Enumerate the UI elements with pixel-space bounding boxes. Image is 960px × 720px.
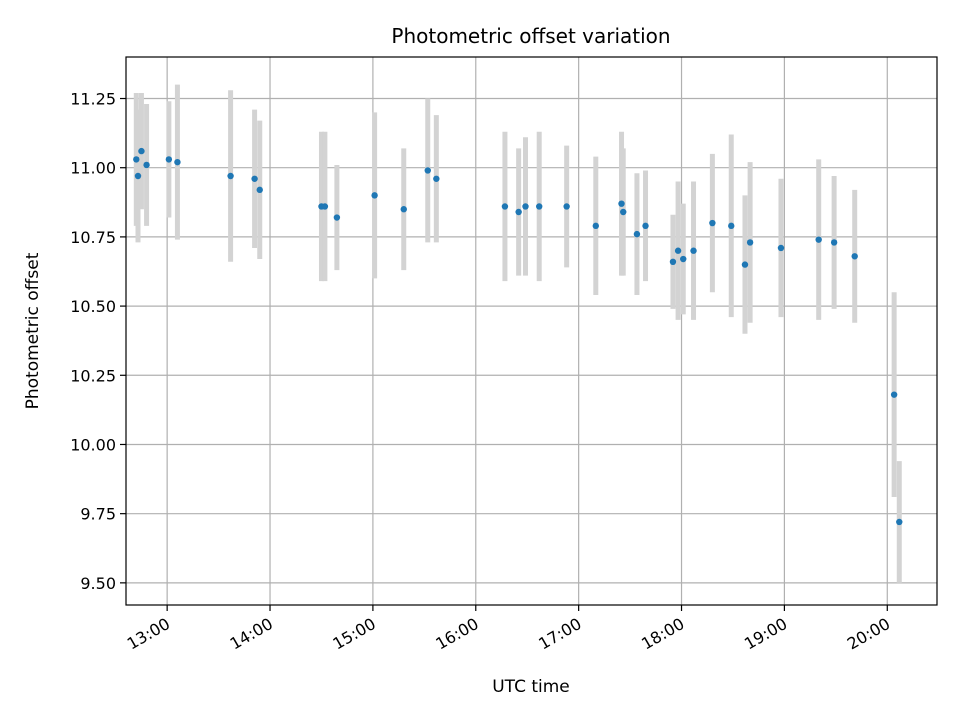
data-point: [563, 203, 570, 210]
data-point: [633, 230, 641, 238]
data-point: [522, 203, 529, 210]
data-point: [251, 175, 258, 182]
x-axis-label: UTC time: [492, 677, 570, 697]
y-axis-ticks: 9.50 9.75 10.00 10.25 10.50 10.75 11.00 11.25: [70, 90, 126, 593]
y-tick-label: 11.25: [70, 90, 116, 109]
data-point: [321, 203, 329, 210]
data-point: [669, 258, 677, 266]
data-point: [620, 208, 627, 216]
data-point: [138, 147, 145, 155]
data-point: [741, 261, 749, 268]
data-point: [642, 222, 649, 230]
data-points: [133, 147, 903, 526]
y-tick-label: 11.00: [70, 159, 116, 178]
data-point: [728, 222, 735, 230]
data-point: [536, 203, 543, 210]
y-tick-label: 10.25: [70, 366, 116, 385]
y-tick-label: 10.00: [70, 435, 116, 454]
y-tick-label: 9.75: [80, 505, 116, 524]
data-point: [143, 161, 150, 169]
data-point: [424, 167, 431, 174]
y-axis-label: Photometric offset: [23, 252, 43, 409]
data-point: [674, 247, 682, 254]
data-point: [134, 172, 142, 180]
data-point: [851, 253, 858, 260]
y-tick-label: 10.75: [70, 228, 116, 247]
data-point: [830, 239, 838, 246]
data-point: [618, 200, 625, 207]
data-point: [746, 239, 754, 246]
data-point: [333, 214, 341, 221]
data-point: [165, 156, 173, 163]
data-point: [680, 255, 687, 263]
data-point: [501, 203, 509, 210]
data-point: [592, 222, 599, 230]
data-point: [227, 172, 234, 180]
data-point: [896, 518, 903, 526]
data-point: [133, 156, 140, 163]
y-tick-label: 9.50: [80, 574, 116, 593]
data-point: [709, 219, 716, 227]
grid: [126, 57, 937, 605]
data-point: [371, 192, 378, 199]
data-point: [433, 175, 440, 182]
chart-title: Photometric offset variation: [391, 24, 670, 48]
data-point: [690, 247, 697, 254]
data-point: [256, 186, 263, 194]
data-point: [777, 244, 785, 252]
data-point: [890, 391, 898, 398]
plot-frame: [125, 56, 938, 606]
data-point: [815, 236, 822, 243]
data-point: [515, 208, 522, 216]
y-tick-label: 10.50: [70, 297, 116, 316]
data-point: [174, 158, 181, 166]
data-point: [400, 206, 407, 213]
